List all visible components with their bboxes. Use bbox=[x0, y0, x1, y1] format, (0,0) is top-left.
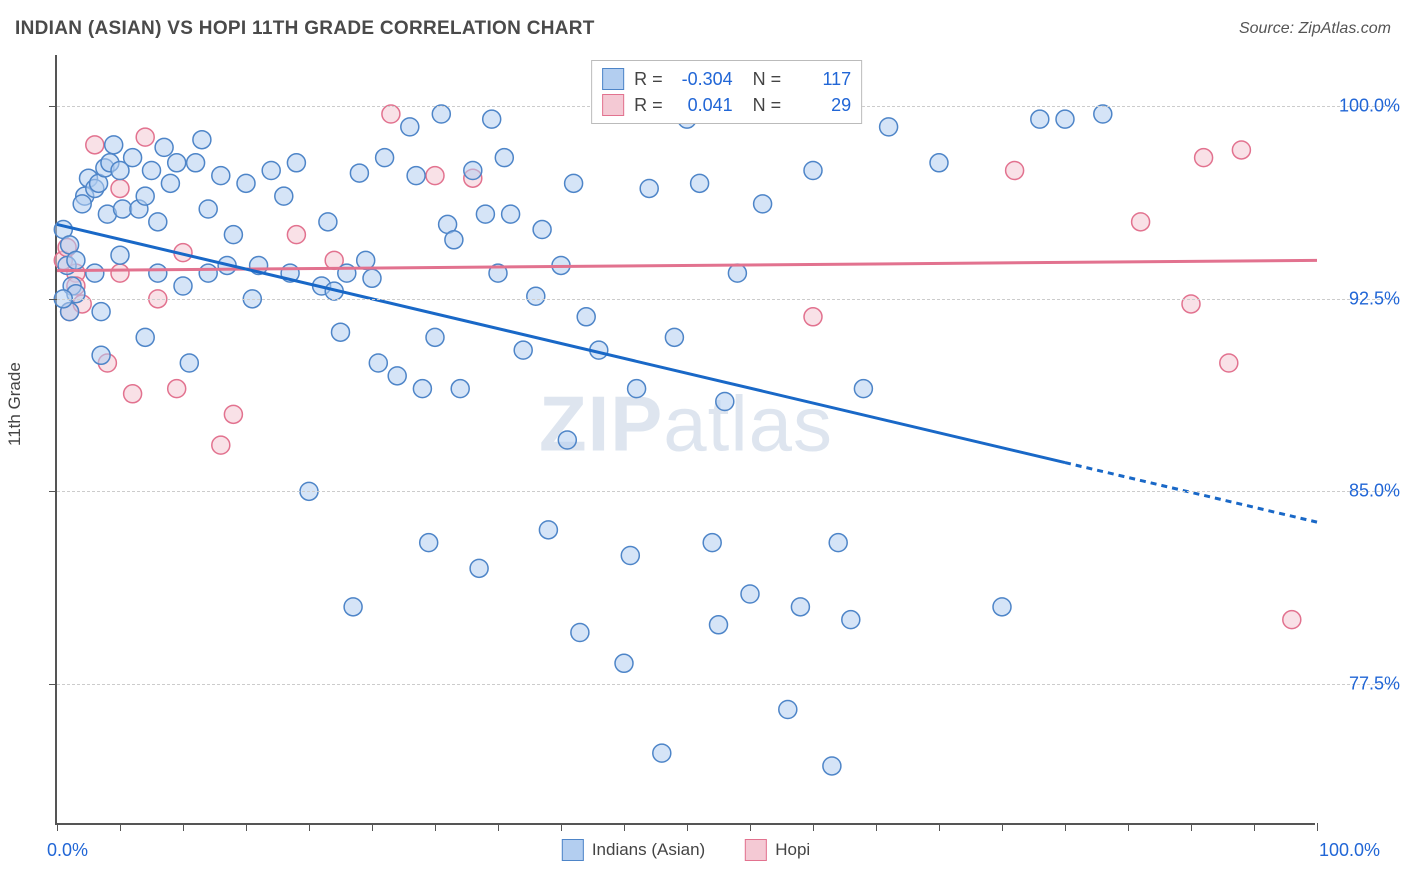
x-tick bbox=[246, 823, 247, 831]
x-end-label: 100.0% bbox=[1319, 840, 1380, 861]
gridline bbox=[57, 491, 1395, 492]
x-tick bbox=[183, 823, 184, 831]
y-tick bbox=[49, 106, 57, 107]
y-tick-label: 100.0% bbox=[1339, 96, 1400, 117]
x-tick bbox=[687, 823, 688, 831]
x-tick bbox=[813, 823, 814, 831]
x-tick bbox=[1317, 823, 1318, 831]
legend-bottom: Indians (Asian) Hopi bbox=[562, 839, 810, 861]
gridline bbox=[57, 684, 1395, 685]
x-tick bbox=[876, 823, 877, 831]
x-tick bbox=[1191, 823, 1192, 831]
legend-item-indian: Indians (Asian) bbox=[562, 839, 705, 861]
legend-row-indian: R =-0.304 N =117 bbox=[602, 66, 851, 92]
x-tick bbox=[498, 823, 499, 831]
y-tick bbox=[49, 684, 57, 685]
x-tick bbox=[1002, 823, 1003, 831]
y-tick-label: 92.5% bbox=[1349, 288, 1400, 309]
x-tick bbox=[561, 823, 562, 831]
legend-row-hopi: R =0.041 N =29 bbox=[602, 92, 851, 118]
swatch-hopi-bottom bbox=[745, 839, 767, 861]
swatch-indian-bottom bbox=[562, 839, 584, 861]
y-tick-label: 85.0% bbox=[1349, 481, 1400, 502]
plot-area: ZIPatlas R =-0.304 N =117 R =0.041 N =29… bbox=[55, 55, 1315, 825]
x-tick bbox=[1254, 823, 1255, 831]
x-tick bbox=[120, 823, 121, 831]
swatch-indian bbox=[602, 68, 624, 90]
x-tick bbox=[624, 823, 625, 831]
x-tick bbox=[1128, 823, 1129, 831]
chart-title: INDIAN (ASIAN) VS HOPI 11TH GRADE CORREL… bbox=[15, 18, 595, 40]
y-axis-label: 11th Grade bbox=[5, 362, 25, 446]
swatch-hopi bbox=[602, 94, 624, 116]
x-tick bbox=[57, 823, 58, 831]
gridline bbox=[57, 299, 1395, 300]
x-tick bbox=[309, 823, 310, 831]
legend-item-hopi: Hopi bbox=[745, 839, 810, 861]
x-tick bbox=[750, 823, 751, 831]
x-start-label: 0.0% bbox=[47, 840, 88, 861]
x-tick bbox=[435, 823, 436, 831]
y-tick bbox=[49, 491, 57, 492]
x-tick bbox=[939, 823, 940, 831]
source-label: Source: ZipAtlas.com bbox=[1239, 20, 1391, 38]
x-tick bbox=[372, 823, 373, 831]
chart-svg bbox=[57, 55, 1315, 823]
y-tick-label: 77.5% bbox=[1349, 673, 1400, 694]
y-tick bbox=[49, 299, 57, 300]
legend-correlation: R =-0.304 N =117 R =0.041 N =29 bbox=[591, 60, 862, 124]
x-tick bbox=[1065, 823, 1066, 831]
